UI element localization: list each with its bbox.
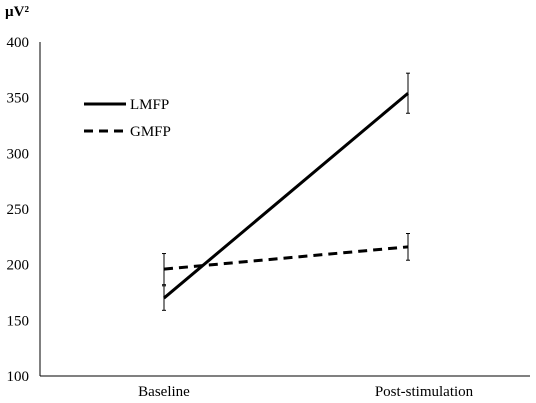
legend-label-lmfp: LMFP [130, 97, 169, 113]
legend-label-gmfp: GMFP [130, 124, 171, 140]
y-tick-label: 250 [7, 202, 30, 218]
y-axis-tick-labels: 100 150 200 250 300 350 400 [7, 35, 30, 385]
y-tick-label: 200 [7, 258, 30, 274]
x-tick-label: Post-stimulation [375, 384, 474, 400]
x-axis-tick-labels: Baseline Post-stimulation [138, 384, 473, 400]
error-bar-lmfp [406, 72, 410, 114]
y-tick-label: 400 [7, 35, 30, 51]
series-layer [162, 72, 410, 311]
y-axis-unit-label: µV² [5, 4, 29, 20]
x-tick-label: Baseline [138, 384, 190, 400]
y-tick-label: 300 [7, 146, 30, 162]
y-tick-label: 150 [7, 313, 30, 329]
error-bar-lmfp [162, 285, 166, 311]
series-line-gmfp [163, 245, 409, 271]
series-line-lmfp [163, 92, 409, 300]
y-tick-label: 350 [7, 91, 30, 107]
y-tick-label: 100 [7, 369, 30, 385]
legend: LMFP GMFP [84, 97, 171, 140]
error-bar-gmfp [162, 253, 166, 286]
error-bar-gmfp [406, 232, 410, 261]
